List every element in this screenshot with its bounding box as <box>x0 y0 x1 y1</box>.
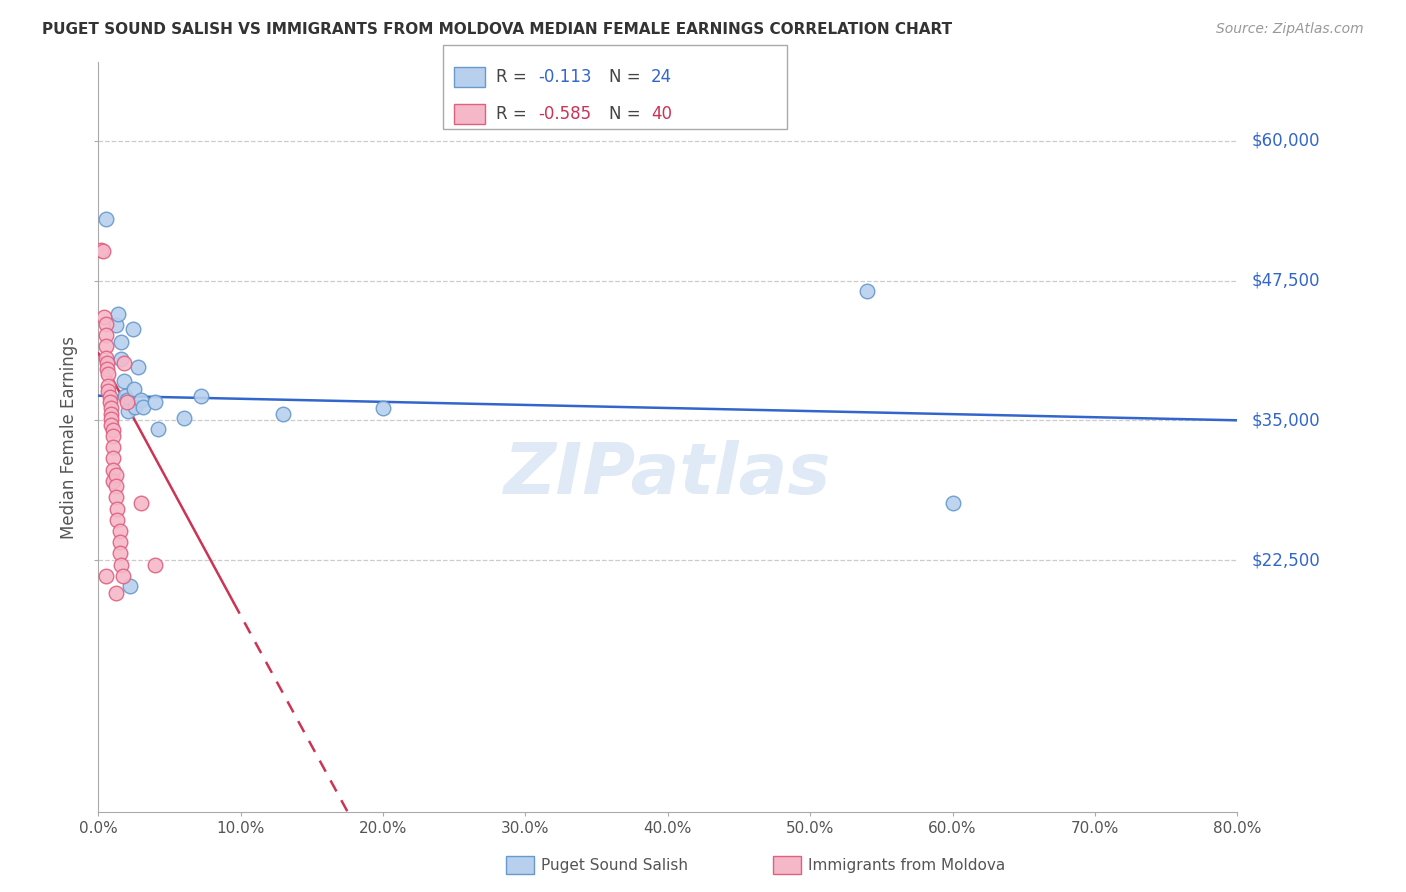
Text: $22,500: $22,500 <box>1251 551 1320 569</box>
Point <box>104 585 127 599</box>
Text: 24: 24 <box>651 68 672 86</box>
Point <box>148 422 170 436</box>
Point <box>98 390 121 404</box>
Y-axis label: Median Female Earnings: Median Female Earnings <box>60 335 79 539</box>
Point <box>115 393 138 408</box>
Point <box>145 558 167 572</box>
Point <box>131 400 153 414</box>
Text: -0.113: -0.113 <box>538 68 592 86</box>
Text: -0.585: -0.585 <box>538 105 592 123</box>
Text: ZIPatlas: ZIPatlas <box>505 440 831 509</box>
Point <box>97 378 120 392</box>
Point <box>104 491 127 505</box>
Point <box>90 244 112 258</box>
Point <box>273 407 295 421</box>
Point <box>129 496 152 510</box>
Point <box>94 328 117 343</box>
Point <box>97 368 120 382</box>
Point <box>112 356 135 370</box>
Point <box>101 440 124 454</box>
Point <box>101 451 124 466</box>
Point <box>105 501 128 516</box>
Point <box>93 310 115 325</box>
Point <box>107 307 129 321</box>
Point <box>856 284 879 298</box>
Point <box>100 417 122 432</box>
Point <box>373 401 395 415</box>
Point <box>110 334 132 349</box>
Text: R =: R = <box>496 105 533 123</box>
Text: 40: 40 <box>651 105 672 123</box>
Point <box>94 212 117 227</box>
Point <box>100 412 122 426</box>
Point <box>105 513 128 527</box>
Text: Source: ZipAtlas.com: Source: ZipAtlas.com <box>1216 22 1364 37</box>
Point <box>100 407 122 421</box>
Text: PUGET SOUND SALISH VS IMMIGRANTS FROM MOLDOVA MEDIAN FEMALE EARNINGS CORRELATION: PUGET SOUND SALISH VS IMMIGRANTS FROM MO… <box>42 22 952 37</box>
Point <box>129 393 152 408</box>
Point <box>98 395 121 409</box>
Text: $60,000: $60,000 <box>1251 132 1320 150</box>
Point <box>96 362 118 376</box>
Point <box>101 423 124 437</box>
Point <box>121 321 143 335</box>
Point <box>97 384 120 399</box>
Point <box>96 356 118 370</box>
Point <box>104 468 127 483</box>
Point <box>100 401 122 415</box>
Point <box>127 359 149 374</box>
Text: Immigrants from Moldova: Immigrants from Moldova <box>808 858 1005 872</box>
Point <box>173 411 195 425</box>
Point <box>94 339 117 353</box>
Text: N =: N = <box>609 105 645 123</box>
Point <box>190 389 212 403</box>
Point <box>104 479 127 493</box>
Text: $47,500: $47,500 <box>1251 271 1320 290</box>
Text: $35,000: $35,000 <box>1251 411 1320 429</box>
Point <box>145 395 167 409</box>
Point <box>115 395 138 409</box>
Point <box>114 389 136 403</box>
Point <box>122 382 145 396</box>
Point <box>110 558 132 572</box>
Point <box>108 524 131 538</box>
Point <box>110 351 132 366</box>
Point <box>94 568 117 582</box>
Point <box>94 317 117 331</box>
Point <box>108 546 131 560</box>
Text: Puget Sound Salish: Puget Sound Salish <box>541 858 689 872</box>
Point <box>124 400 146 414</box>
Point <box>118 579 141 593</box>
Point <box>94 351 117 365</box>
Point <box>101 429 124 443</box>
Point <box>101 462 124 476</box>
Point <box>108 535 131 549</box>
Text: R =: R = <box>496 68 533 86</box>
Point <box>91 244 114 259</box>
Point <box>942 496 965 510</box>
Point <box>111 568 134 582</box>
Point <box>104 318 127 333</box>
Point <box>101 474 124 488</box>
Text: N =: N = <box>609 68 645 86</box>
Point <box>112 374 135 388</box>
Point <box>117 404 139 418</box>
